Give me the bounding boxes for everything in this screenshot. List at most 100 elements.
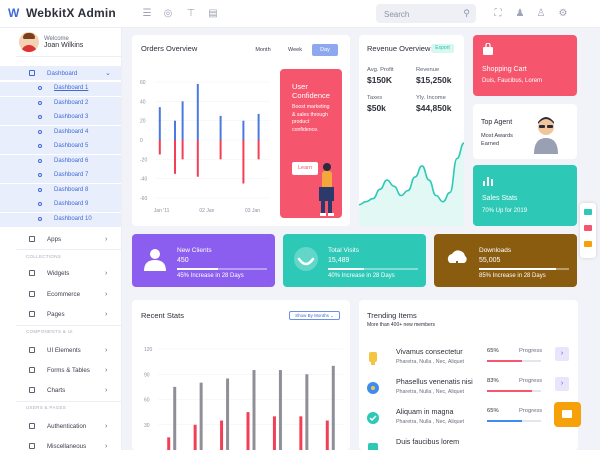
red-swatch-icon[interactable]: [584, 225, 592, 231]
shopping-cart-sub: Duis, Faucibus, Lorem: [482, 78, 543, 84]
sidebar-item-dashboard[interactable]: Dashboard ⌄: [0, 66, 121, 80]
item-name: Aliquam in magna: [396, 407, 454, 416]
list-item[interactable]: Duis faucibus lorem: [359, 435, 578, 450]
bar: [219, 140, 222, 160]
item-name: Vivamus consectetur: [396, 347, 463, 356]
learn-button[interactable]: Learn: [292, 162, 318, 175]
chevron-right-icon: ›: [105, 290, 108, 298]
progress-track: [487, 360, 541, 362]
sidebar-item-ui-elements[interactable]: UI Elements ›: [0, 343, 121, 357]
recent-stats-chart: 120 90 60 30: [144, 347, 343, 450]
chat-icon[interactable]: [554, 402, 581, 427]
confidence-title: User Confidence: [292, 82, 330, 100]
search-icon[interactable]: ⚲: [463, 8, 470, 18]
tab-week[interactable]: Week: [288, 47, 302, 53]
sidebar-subitem-dashboard-7[interactable]: Dashboard 7: [0, 169, 121, 183]
dropdown-label: Show By Months: [295, 313, 329, 318]
stat-progress-fill: [479, 268, 556, 270]
tab-day[interactable]: Day: [312, 44, 338, 56]
misc-icon: [29, 443, 35, 449]
item-open-button[interactable]: ›: [555, 347, 569, 361]
sales-stats-card[interactable]: Sales Stats 70% Up for 2019: [473, 165, 577, 226]
sidebar-subitem-dashboard-8[interactable]: Dashboard 8: [0, 183, 121, 198]
grid-icon[interactable]: ◎: [163, 8, 173, 19]
circle-icon: [38, 100, 42, 105]
user-icon[interactable]: ♙: [536, 8, 546, 19]
bar: [305, 374, 309, 450]
sidebar-item-ecommerce[interactable]: Ecommerce ›: [0, 287, 121, 301]
sidebar-subitem-dashboard-10[interactable]: Dashboard 10: [0, 212, 121, 227]
sidebar-subitem-dashboard-1[interactable]: Dashboard 1: [0, 82, 121, 96]
revenue-overview-title: Revenue Overview: [367, 44, 431, 53]
show-by-months-dropdown[interactable]: Show By Months ⌄: [289, 311, 340, 320]
sidebar-item-forms-tables[interactable]: Forms & Tables ›: [0, 363, 121, 377]
brand[interactable]: W WebkitX Admin: [8, 6, 116, 20]
gear-badge-icon: [367, 382, 379, 394]
bar: [174, 120, 176, 140]
sidebar-item-apps[interactable]: Apps ›: [0, 232, 121, 246]
bar: [242, 120, 245, 140]
sidebar-subitem-dashboard-6[interactable]: Dashboard 6: [0, 154, 121, 169]
total-visits-card[interactable]: Total Visits 15,489 40% Increase in 28 D…: [283, 234, 426, 287]
new-clients-card[interactable]: New Clients 450 45% Increase in 28 Days: [132, 234, 275, 287]
bar: [299, 416, 303, 450]
tab-month[interactable]: Month: [255, 47, 271, 53]
user-profile[interactable]: Welcome Joan Wilkins: [19, 32, 83, 52]
sidebar-subitem-dashboard-4[interactable]: Dashboard 4: [0, 125, 121, 140]
sidebar-item-authentication[interactable]: Authentication ›: [0, 419, 121, 433]
agent-avatar-icon: [534, 117, 558, 154]
list-item[interactable]: Phasellus venenatis nisi Pharetra, Nulla…: [359, 375, 578, 409]
settings-icon[interactable]: ⚙: [558, 8, 568, 19]
sidebar-item-miscellaneous[interactable]: Miscellaneous ›: [0, 439, 121, 450]
top-agent-card[interactable]: Top Agent Most Awards Earned: [473, 104, 577, 159]
brand-logo-icon: W: [8, 6, 20, 20]
export-badge[interactable]: Export: [431, 44, 454, 53]
widgets-icon: [29, 270, 35, 276]
stat-subtext: 85% Increase in 28 Days: [479, 273, 546, 279]
y-tick-label: 0: [140, 138, 143, 144]
sidebar-subitem-dashboard-3[interactable]: Dashboard 3: [0, 111, 121, 125]
y-tick-label: 40: [140, 99, 146, 105]
welcome-text: Welcome: [44, 35, 69, 42]
sales-stats-sub: 70% Up for 2019: [482, 208, 528, 214]
section-label-users: USERS & PAGES: [26, 405, 67, 410]
sidebar-item-charts[interactable]: Charts ›: [0, 383, 121, 397]
circle-icon: [38, 144, 42, 148]
bar: [325, 420, 329, 450]
bar: [252, 370, 256, 450]
chevron-right-icon: ›: [105, 442, 108, 450]
notification-bell-icon[interactable]: ♟: [515, 8, 525, 19]
menu-toggle-icon[interactable]: ☰: [142, 8, 152, 19]
stat-name: Total Visits: [328, 247, 359, 254]
yearly-income-value: $44,850k: [416, 103, 452, 113]
stat-value: 55,005: [479, 257, 501, 264]
sidebar-item-widgets[interactable]: Widgets ›: [0, 266, 121, 280]
bar: [167, 437, 171, 450]
yellow-swatch-icon[interactable]: [584, 241, 592, 247]
sidebar-subitem-dashboard-5[interactable]: Dashboard 5: [0, 140, 121, 154]
teal-swatch-icon[interactable]: [584, 209, 592, 215]
theme-switcher-widget[interactable]: [580, 203, 596, 258]
sidebar-item-pages[interactable]: Pages ›: [0, 307, 121, 321]
search-box: ⚲: [376, 4, 476, 24]
shopping-bag-icon: [483, 43, 493, 55]
stat-name: Downloads: [479, 247, 512, 254]
chevron-right-icon: ›: [105, 269, 108, 277]
fullscreen-icon[interactable]: ⛶: [494, 8, 502, 19]
sidebar-subitem-dashboard-2[interactable]: Dashboard 2: [0, 96, 121, 111]
item-open-button[interactable]: ›: [555, 377, 569, 391]
shopping-cart-card[interactable]: Shopping Cart Duis, Faucibus, Lorem: [473, 35, 577, 96]
trending-items-card: [359, 300, 578, 450]
downloads-card[interactable]: Downloads 55,005 85% Increase in 28 Days: [434, 234, 577, 287]
revenue-area-chart: [359, 142, 464, 226]
chevron-right-icon: ›: [105, 422, 108, 430]
sidebar-subitem-dashboard-9[interactable]: Dashboard 9: [0, 198, 121, 212]
chevron-right-icon: ›: [105, 310, 108, 318]
clipboard-icon[interactable]: ▤: [208, 8, 218, 19]
brand-name: WebkitX Admin: [26, 6, 116, 20]
search-input[interactable]: [376, 5, 454, 24]
list-item[interactable]: Vivamus consectetur Pharetra, Nulla , Ne…: [359, 345, 578, 379]
bookmark-icon[interactable]: ⊤: [186, 8, 196, 19]
list-item[interactable]: Aliquam in magna Pharetra, Nulla , Nec, …: [359, 405, 578, 439]
stat-subtext: 45% Increase in 28 Days: [177, 273, 244, 279]
